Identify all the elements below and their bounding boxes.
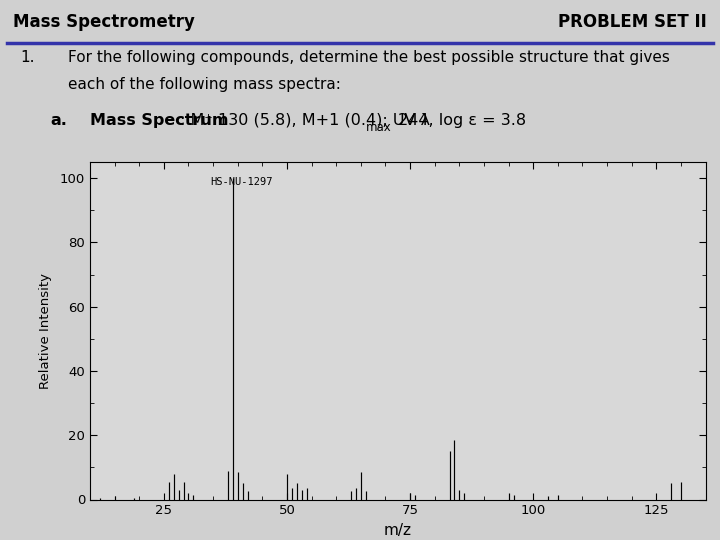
Text: HS-NU-1297: HS-NU-1297 [210,177,273,187]
X-axis label: m/z: m/z [384,523,412,538]
Text: Mass Spectrum: Mass Spectrum [90,113,228,128]
Text: For the following compounds, determine the best possible structure that gives: For the following compounds, determine t… [68,50,670,65]
Text: PROBLEM SET II: PROBLEM SET II [558,12,707,31]
Y-axis label: Relative Intensity: Relative Intensity [39,273,52,389]
Text: 244, log ε = 3.8: 244, log ε = 3.8 [393,113,526,128]
Text: a.: a. [50,113,67,128]
Text: 1.: 1. [20,50,35,65]
Text: each of the following mass spectra:: each of the following mass spectra: [68,77,341,92]
Text: Mass Spectrometry: Mass Spectrometry [13,12,195,31]
Text: : M⁺ 130 (5.8), M+1 (0.4); UV λ: : M⁺ 130 (5.8), M+1 (0.4); UV λ [180,113,430,128]
Text: max: max [366,121,392,134]
